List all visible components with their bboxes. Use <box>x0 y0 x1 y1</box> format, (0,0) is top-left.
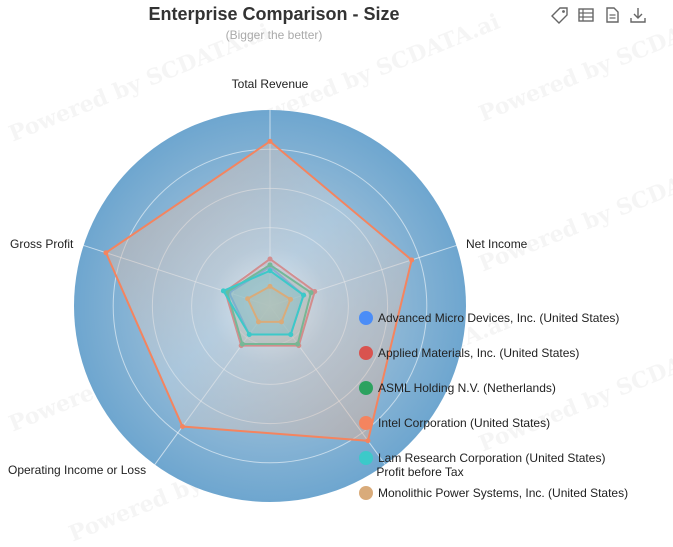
legend-label: Lam Research Corporation (United States) <box>378 451 605 465</box>
legend-marker <box>359 311 373 325</box>
radar-data-point[interactable] <box>245 296 251 302</box>
radar-data-point[interactable] <box>409 257 415 263</box>
radar-data-point[interactable] <box>267 283 273 289</box>
radar-data-point[interactable] <box>288 332 294 338</box>
radar-indicator-label: Gross Profit <box>10 237 74 251</box>
radar-series-area <box>104 140 413 442</box>
legend-label: Intel Corporation (United States) <box>378 416 550 430</box>
legend-marker <box>359 416 373 430</box>
toolbox <box>551 6 647 24</box>
radar-data-point[interactable] <box>220 288 226 294</box>
legend-marker <box>359 486 373 500</box>
document-icon[interactable] <box>603 6 621 24</box>
legend-marker <box>359 451 373 465</box>
legend-item[interactable]: Applied Materials, Inc. (United States) <box>359 346 579 360</box>
legend-marker <box>359 381 373 395</box>
legend-item[interactable]: Monolithic Power Systems, Inc. (United S… <box>359 486 628 500</box>
legend-label: ASML Holding N.V. (Netherlands) <box>378 381 556 395</box>
radar-data-point[interactable] <box>255 319 261 325</box>
radar-data-point[interactable] <box>246 332 252 338</box>
legend-label: Applied Materials, Inc. (United States) <box>378 346 579 360</box>
tag-icon[interactable] <box>551 6 569 24</box>
legend-label: Advanced Micro Devices, Inc. (United Sta… <box>378 311 619 325</box>
download-icon[interactable] <box>629 6 647 24</box>
legend-marker <box>359 346 373 360</box>
legend-item[interactable]: ASML Holding N.V. (Netherlands) <box>359 381 556 395</box>
radar-data-point[interactable] <box>267 138 273 144</box>
radar-data-point[interactable] <box>279 319 285 325</box>
radar-data-point[interactable] <box>301 292 307 298</box>
radar-indicator-label: Total Revenue <box>232 77 309 91</box>
radar-series <box>245 283 294 325</box>
radar-series-area <box>246 285 292 323</box>
legend-item[interactable]: Intel Corporation (United States) <box>359 416 550 430</box>
radar-indicator-label: Operating Income or Loss <box>8 463 146 477</box>
radar-data-point[interactable] <box>267 268 273 274</box>
legend-label: Monolithic Power Systems, Inc. (United S… <box>378 486 628 500</box>
data-view-icon[interactable] <box>577 6 595 24</box>
radar-indicator-label: Net Income <box>466 237 528 251</box>
radar-data-point[interactable] <box>288 296 294 302</box>
legend-item[interactable]: Lam Research Corporation (United States) <box>359 451 605 465</box>
radar-data-point[interactable] <box>179 424 185 430</box>
radar-data-point[interactable] <box>103 250 109 256</box>
radar-indicator-label: Profit before Tax <box>376 465 463 479</box>
chart-title: Enterprise Comparison - Size <box>148 4 400 24</box>
chart-subtitle: (Bigger the better) <box>225 28 323 42</box>
radar-data-point[interactable] <box>365 438 371 444</box>
radar-series <box>103 138 415 444</box>
legend-item[interactable]: Advanced Micro Devices, Inc. (United Sta… <box>359 311 619 325</box>
